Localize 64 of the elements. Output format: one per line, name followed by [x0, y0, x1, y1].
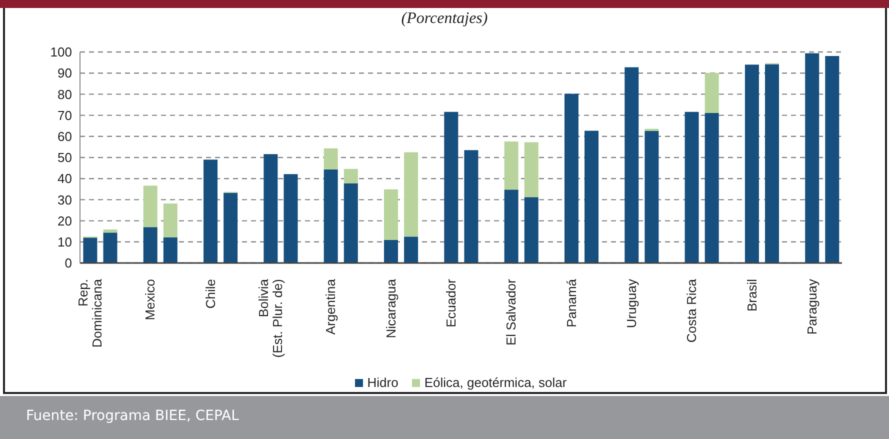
chart-title: (Porcentajes): [400, 10, 489, 28]
bar: [524, 142, 538, 198]
x-tick-label: Argentina: [323, 278, 338, 335]
bar: [384, 189, 398, 240]
y-tick-label: 0: [64, 256, 72, 271]
x-tick-label: Nicaragua: [383, 278, 398, 338]
x-tick-label: Panamá: [564, 278, 579, 328]
bar: [444, 112, 458, 263]
x-tick-label: Chile: [202, 279, 218, 309]
bar: [404, 152, 418, 237]
bar: [384, 240, 398, 263]
x-tick-label: Mexico: [142, 279, 158, 320]
bar: [143, 186, 158, 228]
bar: [324, 170, 338, 263]
bar: [825, 56, 840, 263]
bar: [464, 150, 478, 263]
bar: [744, 64, 759, 263]
bar: [344, 183, 358, 263]
x-tick-label: Rep. Dominicana: [75, 278, 105, 348]
source-note: Fuente: Programa BIEE, CEPAL: [26, 408, 239, 424]
x-tick-label: El Salvador: [504, 278, 519, 346]
bar: [204, 160, 218, 263]
bar: [765, 64, 779, 263]
bar: [103, 232, 118, 263]
bar: [684, 112, 699, 263]
bar: [404, 236, 418, 263]
y-tick-label: 70: [58, 108, 72, 123]
legend-label: Eólica, geotérmica, solar: [423, 375, 567, 390]
bar: [704, 72, 719, 113]
x-tick-label: Paraguay: [804, 278, 820, 335]
bar: [504, 190, 518, 263]
x-tick-label: Uruguay: [624, 278, 639, 328]
bar: [103, 229, 118, 233]
bar: [224, 192, 238, 263]
bar: [163, 237, 178, 263]
bar: [264, 154, 278, 263]
y-tick-label: 100: [50, 44, 72, 60]
y-tick-label: 50: [58, 150, 72, 166]
y-tick-label: 90: [58, 66, 72, 81]
x-tick-label: Costa Rica: [684, 278, 700, 343]
x-tick-label: Ecuador: [444, 278, 459, 328]
x-tick-label: Brasil: [744, 278, 760, 312]
y-tick-label: 30: [58, 192, 72, 208]
bar: [83, 238, 98, 263]
bar: [284, 174, 298, 263]
bar: [805, 53, 820, 263]
y-tick-label: 60: [58, 129, 72, 144]
bar: [324, 148, 338, 170]
x-tick-label: Bolivia (Est. Plur. de): [256, 278, 286, 358]
bar: [504, 141, 518, 190]
y-tick-label: 10: [58, 234, 72, 250]
bar: [704, 112, 719, 263]
bar: [524, 197, 538, 263]
bar: [624, 67, 639, 263]
bar: [143, 227, 158, 263]
bar: [344, 168, 358, 184]
bar: [564, 94, 578, 263]
bar: [644, 130, 659, 263]
legend-label: Hidro: [366, 375, 398, 390]
y-tick-label: 80: [58, 86, 72, 102]
y-tick-label: 20: [58, 213, 72, 228]
bar: [163, 204, 178, 238]
bar: [584, 130, 599, 263]
y-tick-label: 40: [58, 171, 72, 186]
